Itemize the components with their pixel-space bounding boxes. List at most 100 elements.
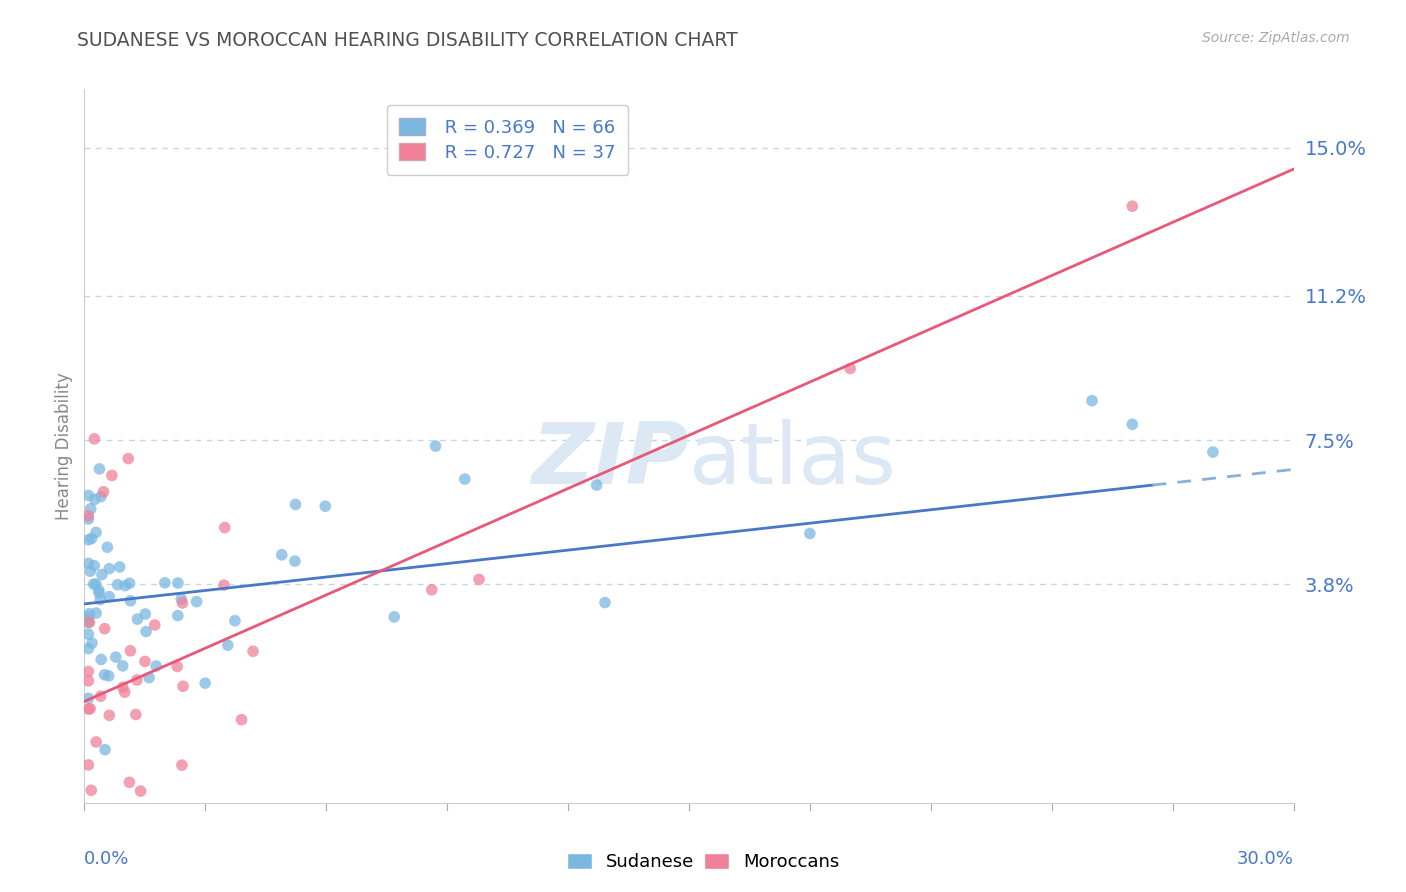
Point xyxy=(593,596,616,610)
Point xyxy=(77,533,100,547)
Point xyxy=(1081,393,1104,408)
Point xyxy=(118,576,141,591)
Point xyxy=(77,758,100,772)
Point xyxy=(80,501,103,516)
Point xyxy=(80,636,103,650)
Point xyxy=(111,680,134,694)
Point xyxy=(96,541,118,555)
Point xyxy=(314,499,336,513)
Point xyxy=(166,659,188,673)
Point xyxy=(284,498,307,512)
Text: SUDANESE VS MOROCCAN HEARING DISABILITY CORRELATION CHART: SUDANESE VS MOROCCAN HEARING DISABILITY … xyxy=(77,31,738,50)
Text: Source: ZipAtlas.com: Source: ZipAtlas.com xyxy=(1202,31,1350,45)
Point xyxy=(93,622,115,636)
Point xyxy=(167,576,190,591)
Point xyxy=(129,784,152,798)
Point xyxy=(134,655,156,669)
Point xyxy=(83,577,105,591)
Point xyxy=(90,652,112,666)
Point xyxy=(114,579,136,593)
Point xyxy=(166,608,188,623)
Point xyxy=(125,707,148,722)
Point xyxy=(83,492,105,507)
Y-axis label: Hearing Disability: Hearing Disability xyxy=(55,372,73,520)
Point xyxy=(93,668,115,682)
Point xyxy=(83,432,105,446)
Point xyxy=(125,673,148,687)
Point xyxy=(84,577,107,591)
Point xyxy=(83,558,105,573)
Point xyxy=(98,561,121,575)
Point xyxy=(98,708,121,723)
Text: 30.0%: 30.0% xyxy=(1237,849,1294,868)
Point xyxy=(94,742,117,756)
Point xyxy=(98,590,121,604)
Point xyxy=(799,526,821,541)
Point xyxy=(90,690,112,704)
Point xyxy=(1121,417,1143,432)
Point xyxy=(138,671,160,685)
Point xyxy=(839,361,862,376)
Point xyxy=(77,641,100,656)
Point xyxy=(77,508,100,523)
Point xyxy=(77,673,100,688)
Point xyxy=(135,624,157,639)
Point xyxy=(120,594,142,608)
Point xyxy=(93,484,115,499)
Point xyxy=(145,659,167,673)
Point xyxy=(382,610,405,624)
Point xyxy=(111,659,134,673)
Point xyxy=(79,615,101,629)
Point xyxy=(212,578,235,592)
Point xyxy=(108,560,131,574)
Point xyxy=(186,594,208,608)
Point xyxy=(127,612,149,626)
Point xyxy=(134,607,156,621)
Point xyxy=(420,582,443,597)
Point xyxy=(107,577,129,591)
Point xyxy=(143,618,166,632)
Text: 0.0%: 0.0% xyxy=(84,849,129,868)
Point xyxy=(170,758,193,772)
Point xyxy=(284,554,307,568)
Point xyxy=(172,679,194,693)
Point xyxy=(77,512,100,526)
Point xyxy=(120,644,142,658)
Point xyxy=(242,644,264,658)
Point xyxy=(80,783,103,797)
Point xyxy=(101,468,124,483)
Text: atlas: atlas xyxy=(689,418,897,502)
Point xyxy=(89,462,111,476)
Point xyxy=(77,610,100,624)
Point xyxy=(231,713,253,727)
Legend:  R = 0.369   N = 66,  R = 0.727   N = 37: R = 0.369 N = 66, R = 0.727 N = 37 xyxy=(387,105,628,175)
Point xyxy=(84,606,107,620)
Point xyxy=(170,592,193,607)
Point xyxy=(84,525,107,540)
Point xyxy=(80,532,103,546)
Point xyxy=(90,567,112,582)
Point xyxy=(77,627,100,641)
Point xyxy=(217,638,239,652)
Point xyxy=(585,478,607,492)
Point xyxy=(454,472,477,486)
Point xyxy=(270,548,292,562)
Text: ZIP: ZIP xyxy=(531,418,689,502)
Point xyxy=(87,583,110,598)
Point xyxy=(77,615,100,630)
Point xyxy=(194,676,217,690)
Point xyxy=(117,451,139,466)
Point xyxy=(214,520,236,534)
Point xyxy=(77,665,100,679)
Point xyxy=(1202,445,1225,459)
Point xyxy=(77,557,100,571)
Point xyxy=(79,564,101,578)
Point xyxy=(79,701,101,715)
Point xyxy=(97,669,120,683)
Point xyxy=(425,439,447,453)
Point xyxy=(77,488,100,502)
Point xyxy=(77,691,100,706)
Point xyxy=(90,490,112,504)
Point xyxy=(468,573,491,587)
Point xyxy=(104,650,127,665)
